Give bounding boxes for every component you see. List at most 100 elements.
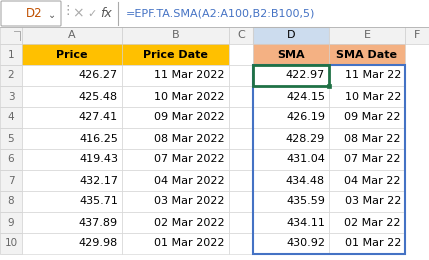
Text: Price Date: Price Date <box>143 49 208 60</box>
Bar <box>253 27 329 44</box>
Bar <box>0 233 22 254</box>
Bar <box>229 212 253 233</box>
Text: ×: × <box>72 6 84 21</box>
Bar <box>122 65 229 86</box>
Text: 8: 8 <box>8 197 14 206</box>
Text: 435.71: 435.71 <box>79 197 118 206</box>
Bar <box>329 149 405 170</box>
Text: ✓: ✓ <box>88 9 97 18</box>
Text: F: F <box>414 30 420 41</box>
Bar <box>0 0 429 27</box>
Bar <box>0 27 22 44</box>
Bar <box>0 86 22 107</box>
Text: 434.11: 434.11 <box>286 218 325 228</box>
Bar <box>22 86 122 107</box>
Text: 5: 5 <box>8 133 14 144</box>
Text: 07 Mar 2022: 07 Mar 2022 <box>154 154 225 165</box>
Text: A: A <box>68 30 76 41</box>
Text: B: B <box>172 30 179 41</box>
Bar <box>0 107 22 128</box>
Text: Price: Price <box>56 49 88 60</box>
Text: 08 Mar 2022: 08 Mar 2022 <box>154 133 225 144</box>
Text: 422.97: 422.97 <box>286 70 325 81</box>
Text: 1: 1 <box>8 49 14 60</box>
Text: 435.59: 435.59 <box>286 197 325 206</box>
Bar <box>122 86 229 107</box>
Text: D2: D2 <box>26 7 42 20</box>
Bar <box>122 233 229 254</box>
Bar <box>22 149 122 170</box>
Bar <box>22 170 122 191</box>
Bar <box>0 149 22 170</box>
Text: 2: 2 <box>8 70 14 81</box>
Bar <box>0 128 22 149</box>
Bar <box>22 44 122 65</box>
Bar <box>122 149 229 170</box>
Bar <box>229 128 253 149</box>
Bar <box>329 107 405 128</box>
Bar <box>22 191 122 212</box>
Text: 09 Mar 22: 09 Mar 22 <box>344 113 401 122</box>
Bar <box>405 27 429 44</box>
Text: 04 Mar 2022: 04 Mar 2022 <box>154 176 225 185</box>
Bar <box>253 170 329 191</box>
Text: 426.19: 426.19 <box>286 113 325 122</box>
Text: 4: 4 <box>8 113 14 122</box>
Text: 6: 6 <box>8 154 14 165</box>
Bar <box>22 27 122 44</box>
Text: 10 Mar 22: 10 Mar 22 <box>344 92 401 101</box>
Bar <box>0 65 22 86</box>
Text: 10 Mar 2022: 10 Mar 2022 <box>154 92 225 101</box>
Text: 426.27: 426.27 <box>79 70 118 81</box>
Text: 07 Mar 22: 07 Mar 22 <box>344 154 401 165</box>
Bar <box>229 86 253 107</box>
Text: 425.48: 425.48 <box>79 92 118 101</box>
Bar <box>253 65 329 86</box>
Text: 3: 3 <box>8 92 14 101</box>
Text: 416.25: 416.25 <box>79 133 118 144</box>
Text: 11 Mar 2022: 11 Mar 2022 <box>154 70 225 81</box>
Text: 429.98: 429.98 <box>79 238 118 249</box>
Bar <box>0 170 22 191</box>
Bar <box>122 27 229 44</box>
Text: 08 Mar 22: 08 Mar 22 <box>344 133 401 144</box>
Bar <box>253 44 329 65</box>
Bar <box>229 44 253 65</box>
Bar <box>229 149 253 170</box>
Text: 419.43: 419.43 <box>79 154 118 165</box>
Bar <box>229 27 253 44</box>
Text: 11 Mar 22: 11 Mar 22 <box>344 70 401 81</box>
Text: 428.29: 428.29 <box>286 133 325 144</box>
Bar <box>122 128 229 149</box>
Bar <box>329 191 405 212</box>
Text: =EPF.TA.SMA(A2:A100,B2:B100,5): =EPF.TA.SMA(A2:A100,B2:B100,5) <box>126 9 315 18</box>
Bar <box>253 65 405 254</box>
Bar <box>22 107 122 128</box>
Bar <box>229 107 253 128</box>
Text: SMA Date: SMA Date <box>336 49 398 60</box>
Bar <box>122 191 229 212</box>
Bar <box>0 44 22 65</box>
Bar <box>329 233 405 254</box>
Bar <box>253 191 329 212</box>
Bar <box>253 86 329 107</box>
Bar <box>253 107 329 128</box>
Bar <box>329 44 405 65</box>
Bar <box>329 128 405 149</box>
Bar <box>253 233 329 254</box>
Bar <box>327 84 331 88</box>
Text: 437.89: 437.89 <box>79 218 118 228</box>
Bar <box>22 212 122 233</box>
Text: 434.48: 434.48 <box>286 176 325 185</box>
Text: 427.41: 427.41 <box>79 113 118 122</box>
Bar <box>22 65 122 86</box>
Bar <box>0 212 22 233</box>
Text: 09 Mar 2022: 09 Mar 2022 <box>154 113 225 122</box>
Text: 9: 9 <box>8 218 14 228</box>
Bar <box>229 191 253 212</box>
Bar <box>122 44 229 65</box>
Text: 432.17: 432.17 <box>79 176 118 185</box>
Bar <box>329 65 405 86</box>
Text: 01 Mar 2022: 01 Mar 2022 <box>154 238 225 249</box>
Bar <box>122 107 229 128</box>
